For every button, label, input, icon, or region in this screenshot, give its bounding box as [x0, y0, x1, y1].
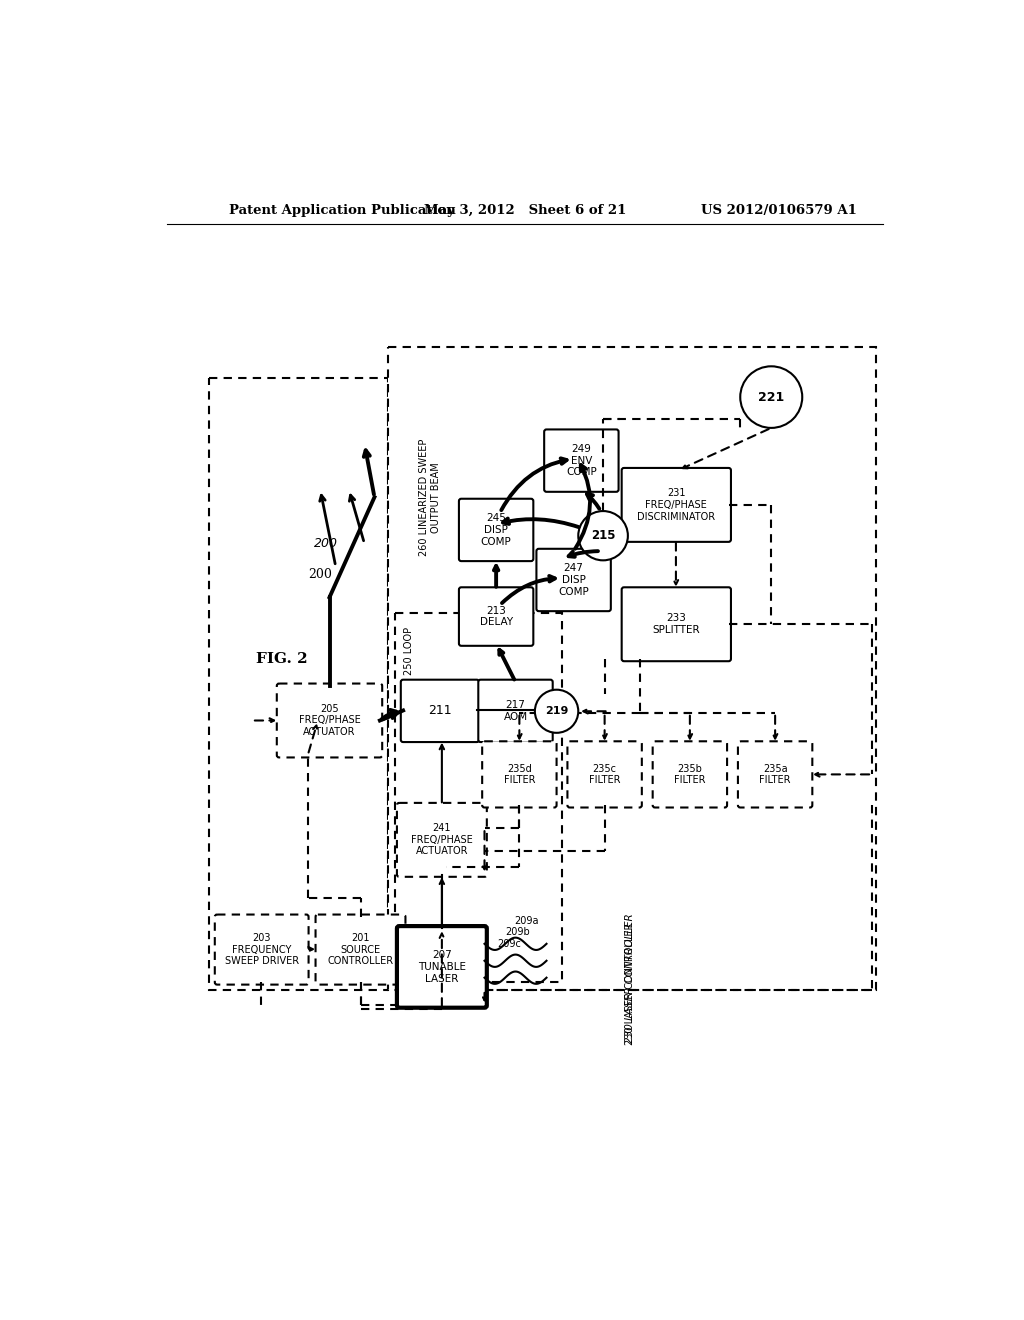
FancyBboxPatch shape: [567, 742, 642, 808]
FancyBboxPatch shape: [652, 742, 727, 808]
Text: 213
DELAY: 213 DELAY: [479, 606, 513, 627]
Text: 230 LASER CONTROLLER: 230 LASER CONTROLLER: [626, 913, 635, 1043]
Text: 245
DISP
COMP: 245 DISP COMP: [480, 513, 512, 546]
FancyBboxPatch shape: [544, 429, 618, 492]
FancyBboxPatch shape: [400, 680, 479, 742]
Text: 201
SOURCE
CONTROLLER: 201 SOURCE CONTROLLER: [328, 933, 393, 966]
Text: 235b
FILTER: 235b FILTER: [674, 763, 706, 785]
Text: 235d
FILTER: 235d FILTER: [504, 763, 536, 785]
Text: 241
FREQ/PHASE
ACTUATOR: 241 FREQ/PHASE ACTUATOR: [411, 824, 473, 857]
Text: 209b: 209b: [506, 927, 530, 937]
Text: 200: 200: [308, 568, 332, 581]
FancyBboxPatch shape: [215, 915, 308, 985]
Circle shape: [535, 689, 579, 733]
Text: 249
ENV
COMP: 249 ENV COMP: [566, 444, 597, 478]
Text: 233
SPLITTER: 233 SPLITTER: [652, 614, 700, 635]
Text: 203
FREQUENCY
SWEEP DRIVER: 203 FREQUENCY SWEEP DRIVER: [224, 933, 299, 966]
Text: 219: 219: [545, 706, 568, 717]
FancyBboxPatch shape: [459, 499, 534, 561]
FancyBboxPatch shape: [395, 612, 562, 982]
FancyBboxPatch shape: [315, 915, 406, 985]
Text: May 3, 2012   Sheet 6 of 21: May 3, 2012 Sheet 6 of 21: [424, 205, 626, 218]
Text: 260 LINEARIZED SWEEP
OUTPUT BEAM: 260 LINEARIZED SWEEP OUTPUT BEAM: [420, 438, 441, 556]
Text: 235c
FILTER: 235c FILTER: [589, 763, 621, 785]
Text: 221: 221: [758, 391, 784, 404]
Text: 205
FREQ/PHASE
ACTUATOR: 205 FREQ/PHASE ACTUATOR: [299, 704, 360, 737]
Text: FIG. 2: FIG. 2: [256, 652, 307, 665]
FancyBboxPatch shape: [397, 927, 486, 1007]
Text: US 2012/0106579 A1: US 2012/0106579 A1: [700, 205, 856, 218]
Text: 247
DISP
COMP: 247 DISP COMP: [558, 564, 589, 597]
FancyBboxPatch shape: [482, 742, 557, 808]
Text: 235a
FILTER: 235a FILTER: [760, 763, 791, 785]
Text: 250 LOOP: 250 LOOP: [403, 627, 414, 675]
Text: 217
AOM: 217 AOM: [504, 700, 527, 722]
Text: 200: 200: [314, 537, 338, 550]
Text: 211: 211: [428, 705, 452, 717]
Circle shape: [579, 511, 628, 561]
FancyBboxPatch shape: [622, 587, 731, 661]
FancyBboxPatch shape: [397, 803, 486, 876]
Text: 230 LASER CONTROLLER: 230 LASER CONTROLLER: [626, 923, 635, 1045]
FancyBboxPatch shape: [388, 347, 876, 990]
Text: 207
TUNABLE
LASER: 207 TUNABLE LASER: [418, 950, 466, 983]
Text: 209a: 209a: [514, 916, 539, 925]
Circle shape: [740, 367, 802, 428]
Text: Patent Application Publication: Patent Application Publication: [228, 205, 456, 218]
Text: 209c: 209c: [497, 939, 521, 949]
Text: 215: 215: [591, 529, 615, 543]
FancyBboxPatch shape: [622, 469, 731, 543]
FancyBboxPatch shape: [209, 378, 388, 990]
FancyBboxPatch shape: [478, 680, 553, 742]
FancyBboxPatch shape: [738, 742, 812, 808]
Text: 231
FREQ/PHASE
DISCRIMINATOR: 231 FREQ/PHASE DISCRIMINATOR: [637, 488, 716, 521]
FancyBboxPatch shape: [459, 587, 534, 645]
FancyBboxPatch shape: [537, 549, 611, 611]
FancyBboxPatch shape: [276, 684, 382, 758]
